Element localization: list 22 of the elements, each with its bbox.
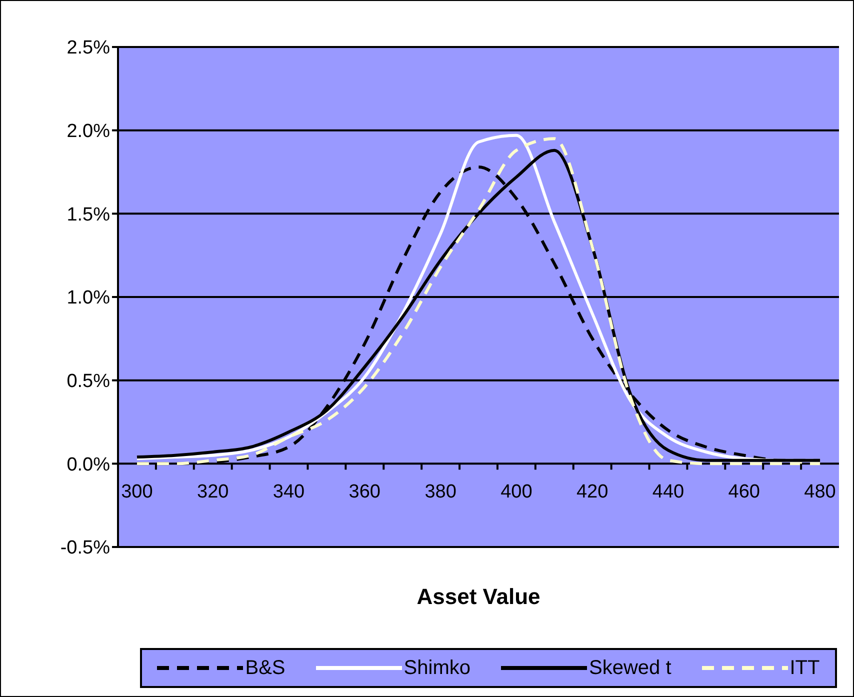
x-tick-label: 300: [121, 482, 153, 503]
x-tick-label: 360: [348, 482, 381, 503]
y-tick-label: 0.0%: [66, 454, 110, 476]
legend-label: Shimko: [404, 656, 470, 680]
legend-label: B&S: [245, 656, 286, 680]
x-tick-label: 480: [804, 482, 836, 503]
legend-label: Skewed t: [588, 656, 672, 680]
x-axis-title: Asset Value: [416, 584, 542, 610]
x-tick-label: 380: [424, 482, 456, 503]
legend-label: ITT: [790, 656, 820, 680]
x-tick-label: 340: [272, 482, 305, 503]
x-tick-label: 440: [652, 482, 684, 503]
y-tick-label: -0.5%: [60, 538, 110, 559]
x-tick-label: 460: [728, 482, 760, 503]
y-tick-label: 0.5%: [66, 371, 110, 392]
x-tick-label: 320: [197, 482, 229, 503]
y-tick-label: 2.5%: [66, 38, 110, 59]
y-tick-label: 2.0%: [66, 121, 110, 142]
x-tick-label: 420: [576, 482, 608, 503]
y-tick-label: 1.5%: [66, 204, 110, 226]
x-tick-label: 400: [500, 482, 532, 503]
y-tick-label: 1.0%: [66, 288, 110, 309]
